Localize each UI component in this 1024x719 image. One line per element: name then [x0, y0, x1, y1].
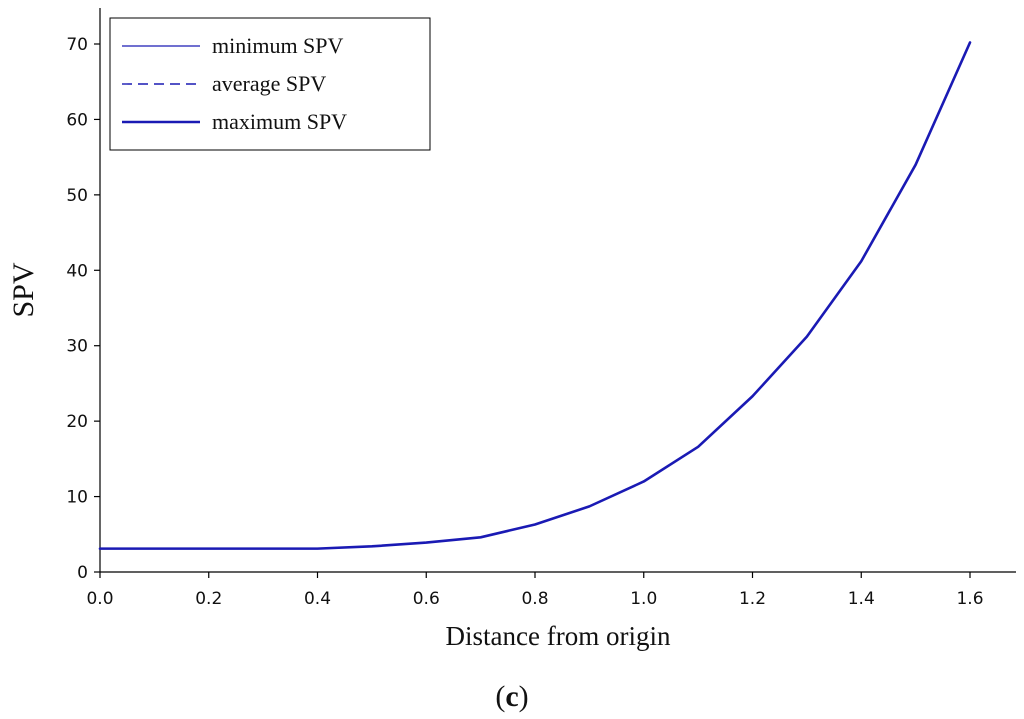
legend-label: minimum SPV	[212, 33, 344, 58]
legend-label: maximum SPV	[212, 109, 347, 134]
series-lines	[98, 41, 972, 550]
x-axis-title: Distance from origin	[446, 621, 671, 651]
plot-frame	[99, 8, 1016, 573]
x-ticks: 0.0 0.2 0.4 0.6 0.8 1.0 1.2 1.4 1.6	[86, 572, 984, 609]
x-tick-label: 1.4	[848, 589, 875, 609]
y-axis-title: SPV	[7, 262, 40, 317]
y-tick-label: 60	[66, 110, 88, 130]
caption-close-paren: )	[519, 680, 529, 713]
y-tick-label: 50	[66, 186, 88, 206]
x-tick-label: 1.6	[956, 589, 983, 609]
y-tick-label: 30	[66, 337, 88, 357]
y-ticks: 0 10 20 30 40 50 60 70	[66, 35, 100, 583]
x-tick-label: 1.0	[630, 589, 657, 609]
x-tick-label: 1.2	[739, 589, 766, 609]
caption-letter: c	[505, 680, 518, 713]
x-tick-label: 0.0	[86, 589, 113, 609]
y-tick-label: 70	[66, 35, 88, 55]
series-line-maximum-spv	[98, 41, 972, 550]
y-tick-label: 10	[66, 488, 88, 508]
x-tick-label: 0.2	[195, 589, 222, 609]
x-tick-label: 0.8	[521, 589, 548, 609]
y-tick-label: 0	[77, 563, 88, 583]
legend: minimum SPV average SPV maximum SPV	[109, 17, 431, 151]
y-tick-label: 20	[66, 412, 88, 432]
caption-open-paren: (	[495, 680, 505, 713]
x-tick-label: 0.4	[304, 589, 331, 609]
x-tick-label: 0.6	[413, 589, 440, 609]
legend-label: average SPV	[212, 71, 326, 96]
y-tick-label: 40	[66, 261, 88, 281]
figure-caption: (c)	[495, 680, 528, 713]
